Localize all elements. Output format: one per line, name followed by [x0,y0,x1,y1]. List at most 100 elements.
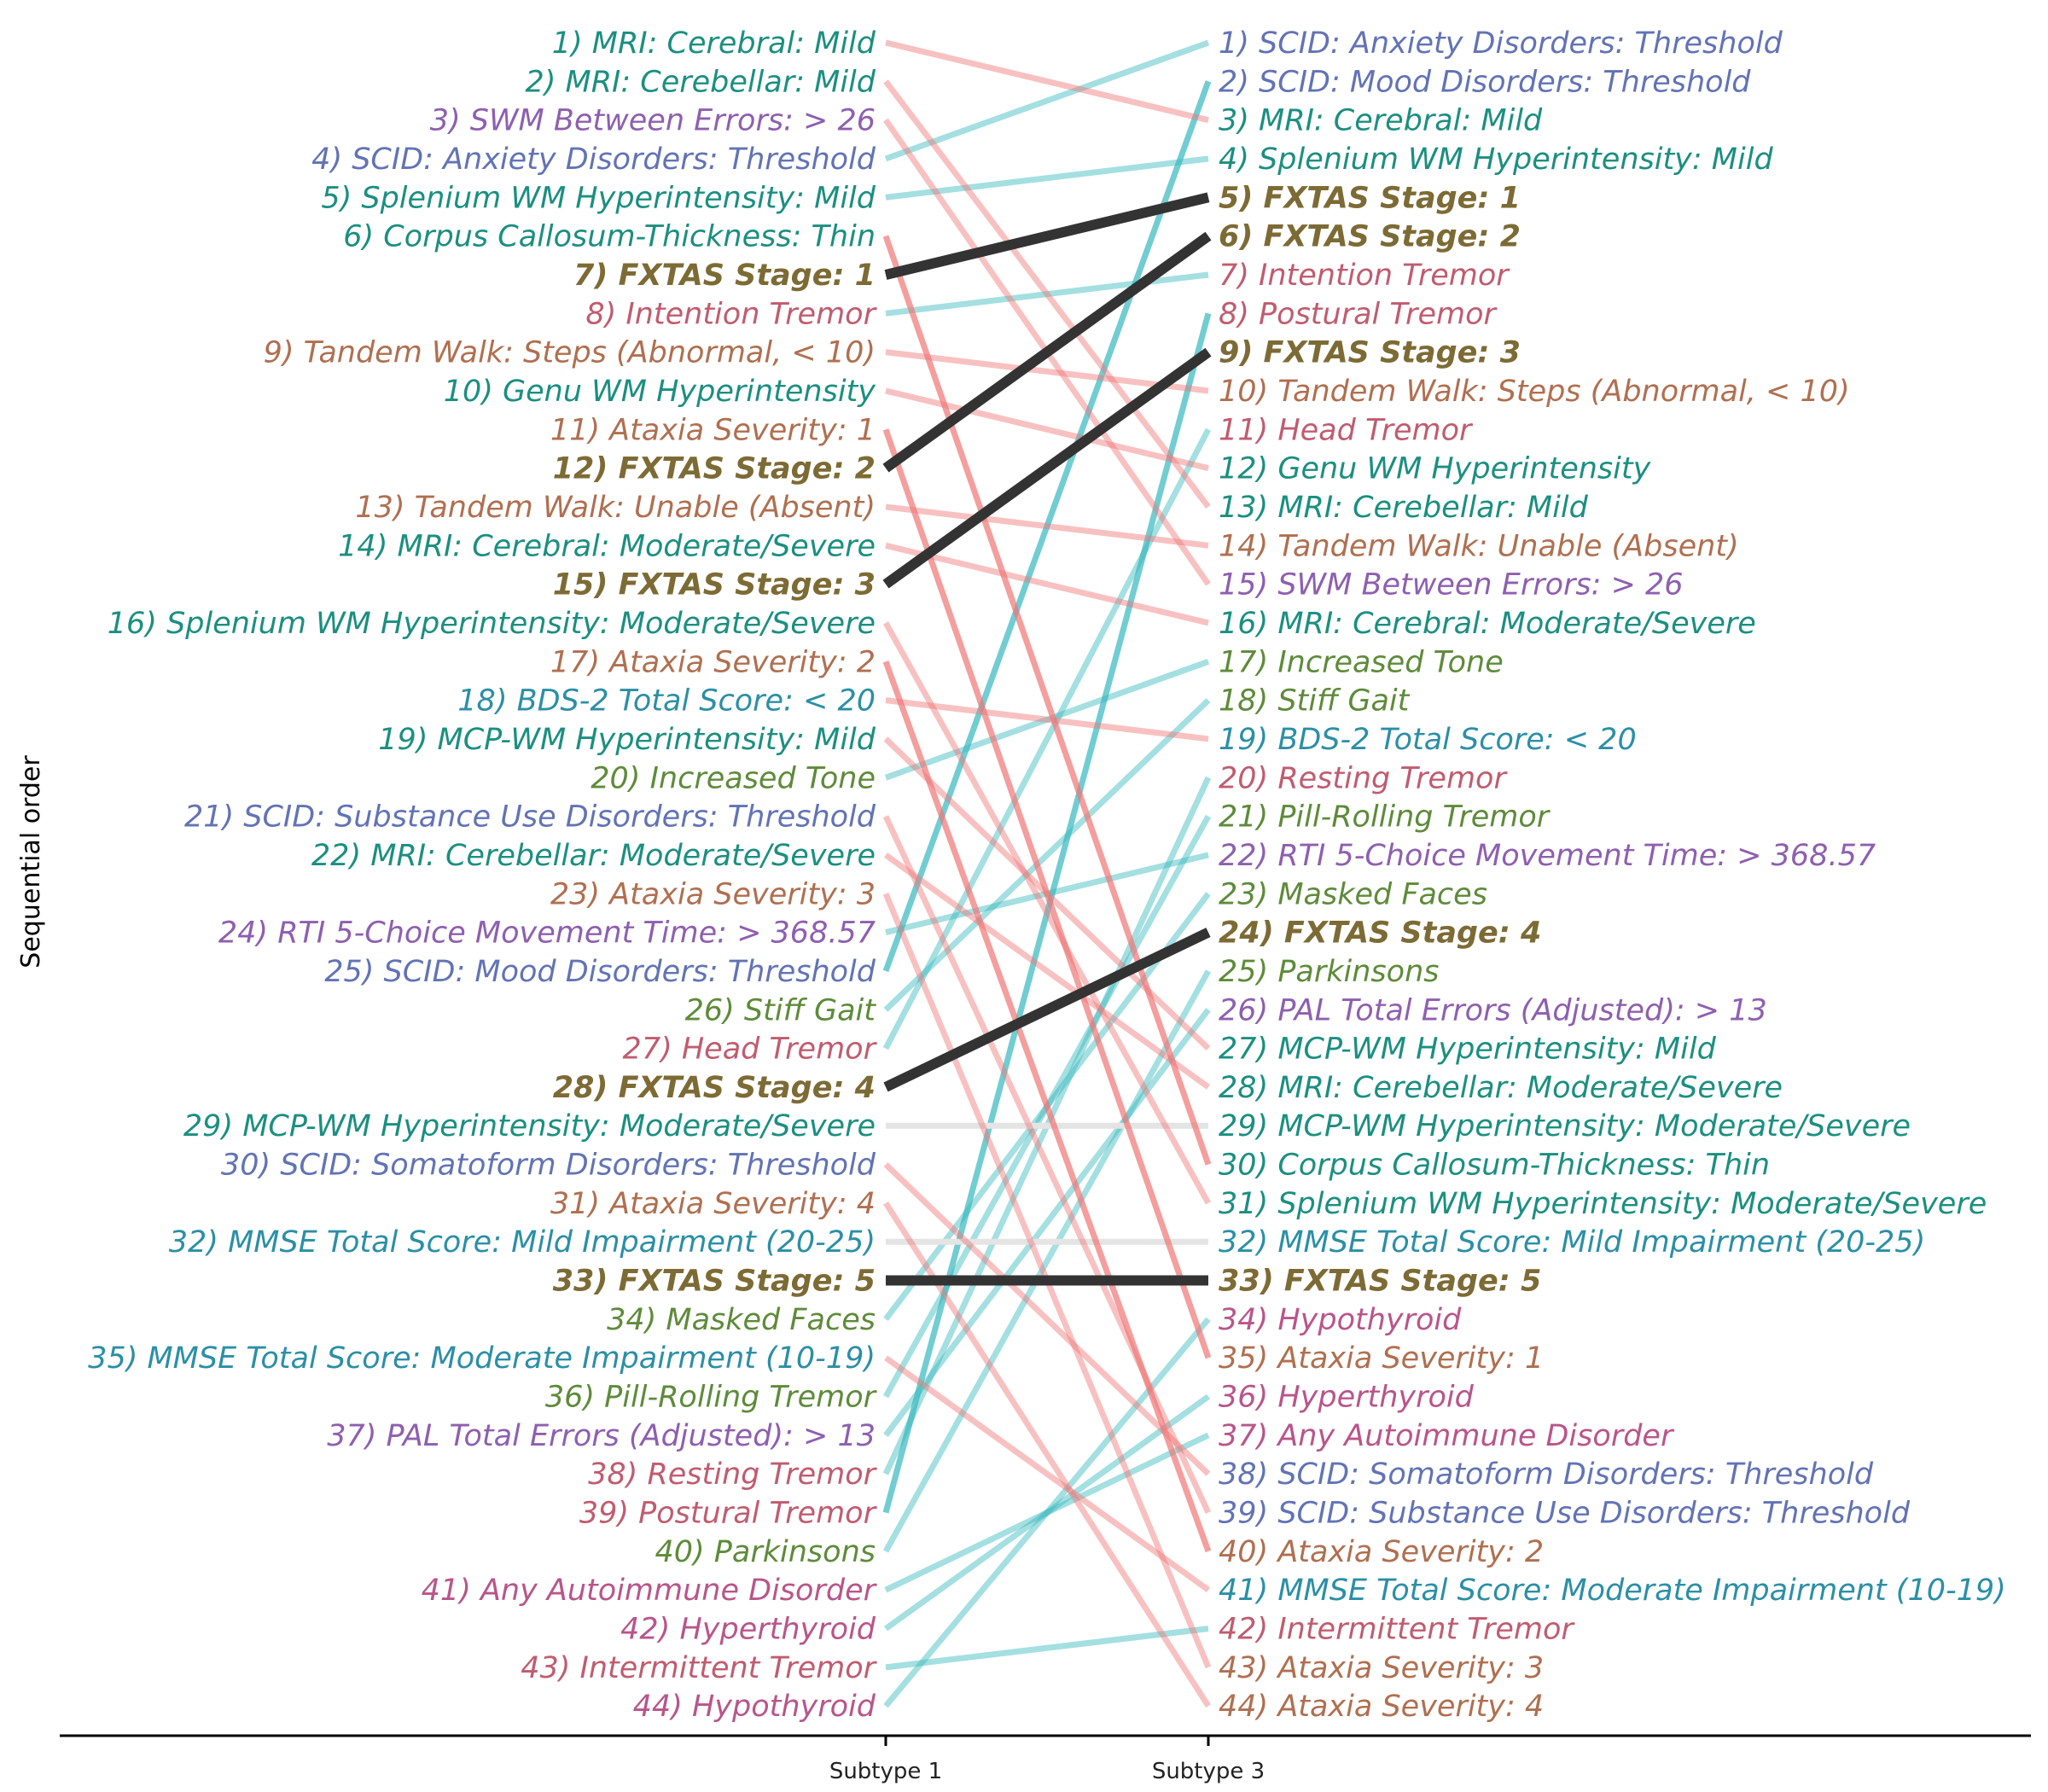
left-label: 36) Pill-Rolling Tremor [545,1381,878,1415]
right-label: 18) Stiff Gait [1219,684,1411,719]
right-label: 44) Ataxia Severity: 4 [1219,1690,1544,1724]
right-label: 5) FXTAS Stage: 1 [1219,181,1521,215]
link-line [882,969,1212,1553]
left-label: 38) Resting Tremor [588,1457,877,1492]
right-label: 6) FXTAS Stage: 2 [1219,220,1521,254]
y-axis-title: Sequential order [16,755,46,969]
link-line [885,387,1209,472]
link-line [883,1317,1211,1708]
link-line [884,1432,1210,1593]
right-label: 19) BDS-2 Total Score: < 20 [1219,723,1637,757]
right-label: 33) FXTAS Stage: 5 [1219,1265,1541,1299]
link-line [885,697,1209,742]
link-line [883,1355,1211,1593]
left-label: 10) Genu WM Hyperintensity [444,375,877,409]
left-label: 9) Tandem Walk: Steps (Abnormal, < 10) [264,336,876,370]
connector-lines [882,39,1212,1708]
link-line [883,698,1211,1012]
right-label: 7) Intention Tremor [1219,259,1510,293]
left-label: 44) Hypothyroid [633,1690,876,1724]
right-label: 39) SCID: Substance Use Disorders: Thres… [1219,1497,1911,1531]
left-label: 7) FXTAS Stage: 1 [573,259,876,293]
left-label: 16) Splenium WM Hyperintensity: Moderate… [108,607,876,641]
left-label: 3) SWM Between Errors: > 26 [430,104,876,138]
left-label: 17) Ataxia Severity: 2 [550,645,876,679]
link-line [882,347,1212,589]
link-line [885,1626,1209,1671]
x-tick-label-subtype-3: Subtype 3 [1152,1759,1265,1784]
left-label: 24) RTI 5-Choice Movement Time: > 368.57 [218,916,876,951]
link-line [883,852,1211,1090]
left-label: 25) SCID: Mood Disorders: Threshold [324,955,876,989]
right-label: 4) Splenium WM Hyperintensity: Mild [1219,143,1773,177]
left-label: 20) Increased Tone [591,761,876,795]
right-label: 42) Intermittent Tremor [1219,1613,1575,1647]
right-label: 20) Resting Tremor [1219,761,1508,795]
right-label: 31) Splenium WM Hyperintensity: Moderate… [1219,1187,1987,1221]
link-line [882,235,1212,1166]
right-label: 43) Ataxia Severity: 3 [1219,1651,1544,1685]
link-line [884,39,1210,162]
right-label: 26) PAL Total Errors (Adjusted): > 13 [1219,993,1767,1027]
left-label: 30) SCID: Somatoform Disorders: Threshol… [221,1149,876,1183]
link-line [885,349,1209,394]
right-label: 23) Masked Faces [1219,877,1487,911]
left-label: 2) MRI: Cerebellar: Mild [525,65,876,99]
right-label: 25) Parkinsons [1219,955,1440,989]
left-label: 21) SCID: Substance Use Disorders: Thres… [184,800,876,835]
left-label: 31) Ataxia Severity: 4 [550,1187,876,1221]
left-label: 33) FXTAS Stage: 5 [553,1265,876,1299]
left-label: 28) FXTAS Stage: 4 [553,1071,876,1105]
link-line [883,928,1211,1092]
link-line [882,231,1212,473]
left-label: 5) Splenium WM Hyperintensity: Mild [321,181,876,215]
left-label: 42) Hyperthyroid [620,1613,876,1647]
right-label: 21) Pill-Rolling Tremor [1219,800,1551,835]
right-label: 2) SCID: Mood Disorders: Threshold [1219,65,1751,99]
link-line [884,658,1210,781]
link-line [885,271,1209,317]
left-label: 15) FXTAS Stage: 3 [553,568,876,602]
right-label: 41) MMSE Total Score: Moderate Impairmen… [1219,1574,2006,1608]
left-label: 32) MMSE Total Score: Mild Impairment (2… [169,1225,876,1260]
link-line [883,1008,1211,1437]
left-labels: 1) MRI: Cerebral: Mild 2) MRI: Cerebellar… [88,26,877,1724]
x-tick-label-subtype-1: Subtype 1 [829,1759,942,1784]
right-label: 14) Tandem Walk: Unable (Absent) [1219,529,1739,563]
left-label: 40) Parkinsons [655,1535,876,1569]
link-line [882,621,1212,1205]
link-line [883,1162,1211,1476]
right-label: 36) Hyperthyroid [1219,1381,1475,1415]
link-line [882,312,1212,1514]
right-label: 34) Hypothyroid [1219,1303,1462,1337]
left-label: 11) Ataxia Severity: 1 [550,413,876,447]
right-label: 24) FXTAS Stage: 4 [1219,916,1541,951]
link-line [884,192,1210,280]
right-label: 27) MCP-WM Hyperintensity: Mild [1219,1033,1717,1067]
link-line [882,80,1212,973]
link-line [885,39,1209,124]
left-label: 37) PAL Total Errors (Adjusted): > 13 [327,1419,876,1453]
link-line [882,428,1212,1050]
left-label: 35) MMSE Total Score: Moderate Impairmen… [88,1341,876,1376]
left-label: 43) Intermittent Tremor [521,1651,877,1685]
right-label: 16) MRI: Cerebral: Moderate/Severe [1219,607,1756,641]
left-label: 13) Tandem Walk: Unable (Absent) [355,491,876,525]
right-label: 28) MRI: Cerebellar: Moderate/Severe [1219,1071,1783,1105]
right-label: 40) Ataxia Severity: 2 [1219,1535,1544,1569]
right-label: 15) SWM Between Errors: > 26 [1219,568,1684,602]
right-label: 12) Genu WM Hyperintensity [1219,452,1652,486]
left-label: 6) Corpus Callosum-Thickness: Thin [343,220,876,254]
right-label: 9) FXTAS Stage: 3 [1219,336,1521,370]
link-line [885,503,1209,549]
link-line [883,1201,1211,1708]
link-line [885,542,1209,626]
left-label: 1) MRI: Cerebral: Mild [552,26,876,61]
right-label: 32) MMSE Total Score: Mild Impairment (2… [1219,1225,1925,1260]
link-line [885,155,1209,201]
right-label: 29) MCP-WM Hyperintensity: Moderate/Seve… [1219,1109,1911,1143]
left-label: 23) Ataxia Severity: 3 [550,877,876,911]
right-label: 10) Tandem Walk: Steps (Abnormal, < 10) [1219,375,1850,409]
left-label: 18) BDS-2 Total Score: < 20 [457,684,876,719]
